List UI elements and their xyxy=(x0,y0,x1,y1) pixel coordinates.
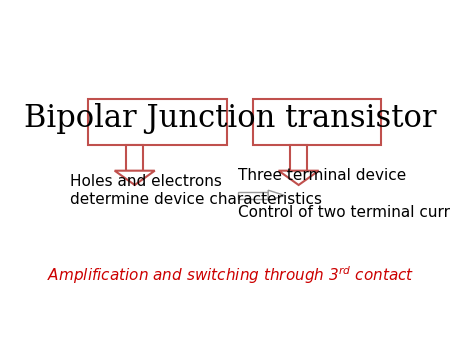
Polygon shape xyxy=(279,171,319,185)
Text: Bipolar Junction transistor: Bipolar Junction transistor xyxy=(24,103,437,134)
Polygon shape xyxy=(268,190,285,201)
Bar xyxy=(88,99,227,145)
Bar xyxy=(253,99,381,145)
Text: determine device characteristics: determine device characteristics xyxy=(70,192,322,207)
Polygon shape xyxy=(115,171,155,185)
Bar xyxy=(126,145,144,171)
Text: Control of two terminal currents: Control of two terminal currents xyxy=(238,205,450,220)
Text: Three terminal device: Three terminal device xyxy=(238,168,406,184)
Text: Holes and electrons: Holes and electrons xyxy=(70,174,222,189)
Bar xyxy=(290,145,307,171)
Text: Amplification and switching through 3$^{rd}$ contact: Amplification and switching through 3$^{… xyxy=(47,264,414,286)
Bar xyxy=(238,192,268,199)
